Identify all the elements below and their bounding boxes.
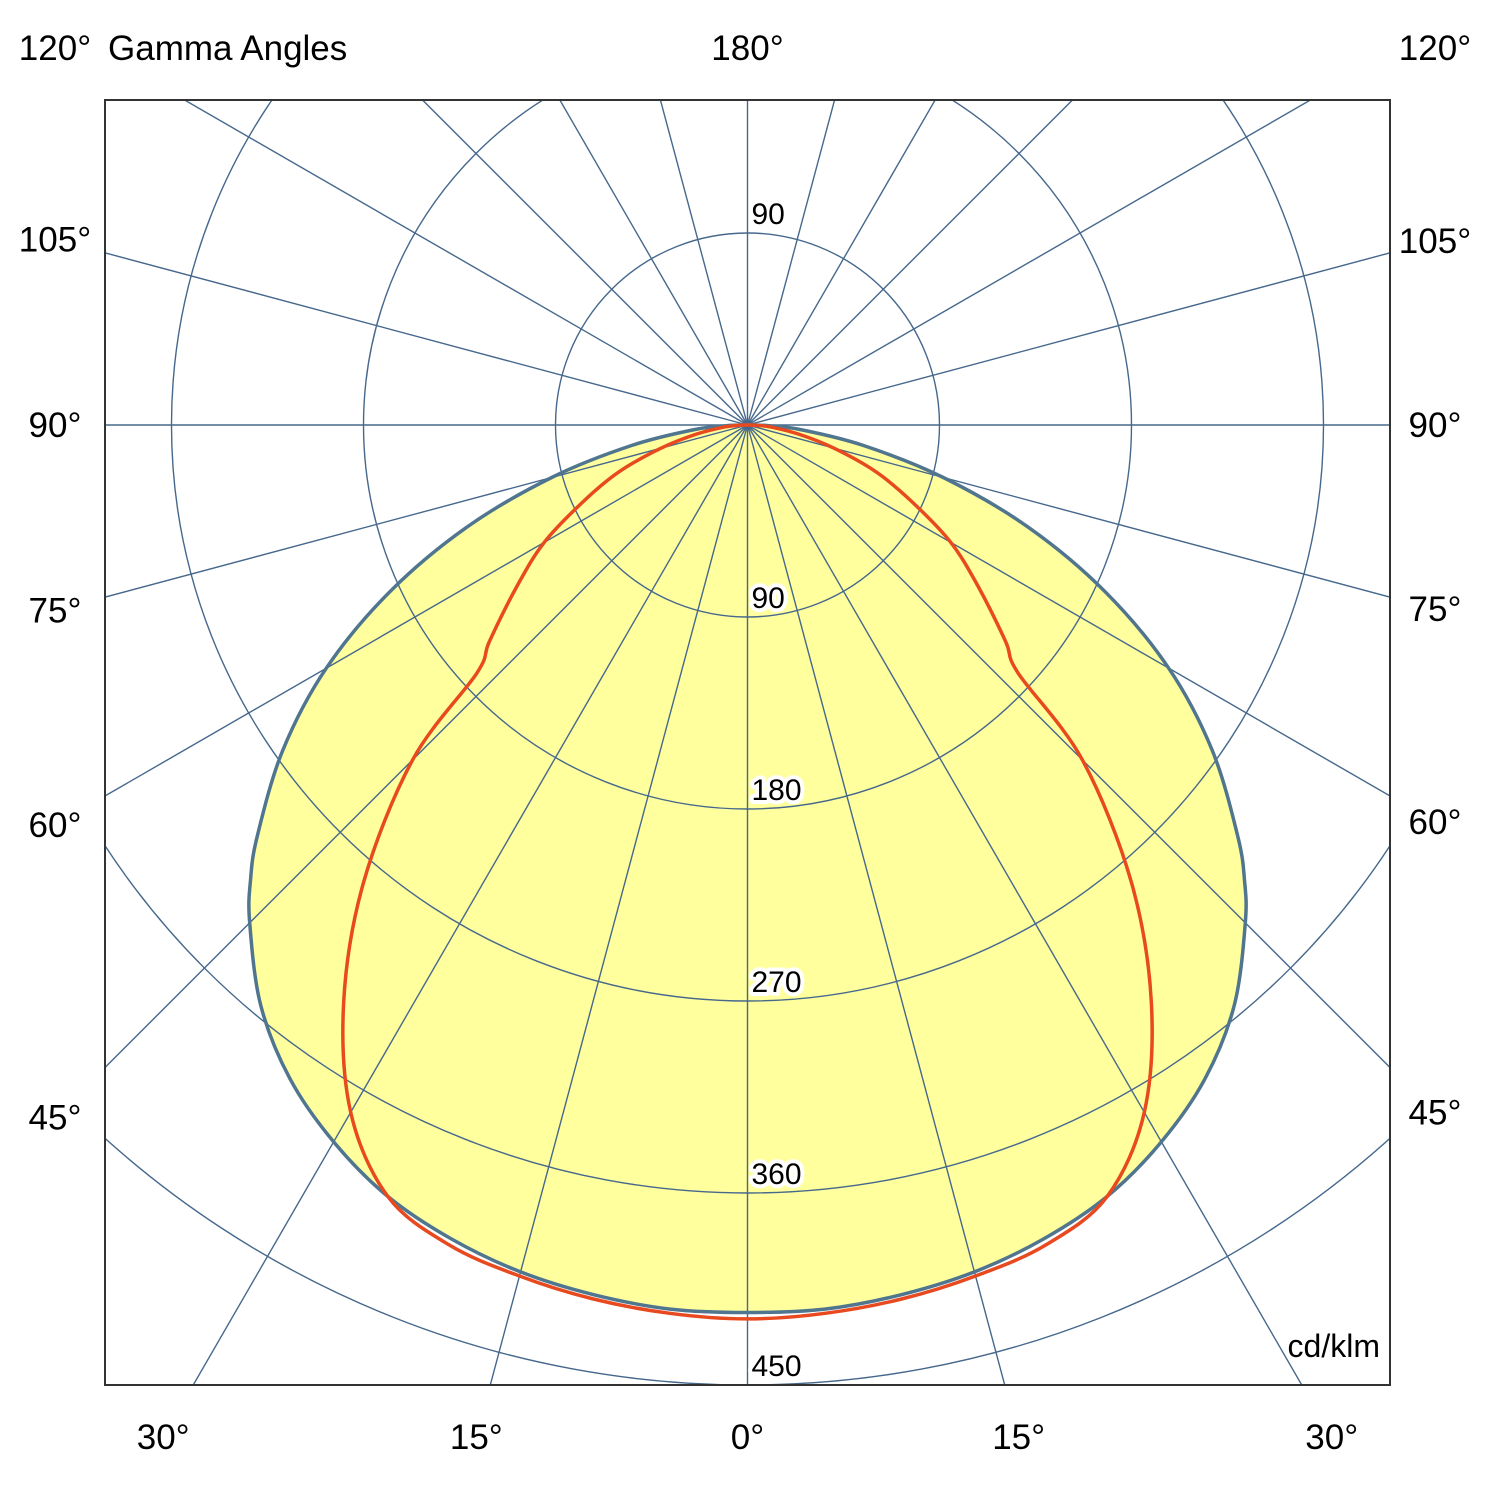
chart-title: Gamma Angles bbox=[108, 29, 348, 68]
angle-label-bottom: 15° bbox=[450, 1418, 503, 1457]
angle-label-left: 45° bbox=[29, 1099, 82, 1138]
angle-label-right: 105° bbox=[1399, 222, 1471, 261]
top-angle-label: 180° bbox=[711, 29, 784, 68]
grid-radial-line bbox=[746, 424, 1006, 1385]
grid-circle bbox=[105, 844, 1390, 1194]
grid-radial-line bbox=[105, 424, 748, 598]
angle-label-right: 120° bbox=[1399, 29, 1471, 68]
grid-radial-line bbox=[746, 100, 936, 426]
grid-radial-line bbox=[747, 100, 1074, 426]
grid-radial-line bbox=[659, 100, 749, 426]
grid-radial-line bbox=[747, 252, 1390, 426]
angle-label-right: 90° bbox=[1409, 406, 1462, 445]
angle-label-bottom: 30° bbox=[1305, 1418, 1358, 1457]
grid-radial-line bbox=[183, 100, 748, 426]
ring-label: 270 bbox=[752, 966, 802, 999]
grid-radial-line bbox=[747, 424, 1390, 598]
grid-radial-line bbox=[421, 100, 748, 426]
secondary-distribution-curve bbox=[341, 423, 1154, 1321]
unit-label: cd/klm bbox=[1287, 1328, 1380, 1364]
ring-label: 90 bbox=[752, 582, 785, 615]
grid-radial-line bbox=[747, 424, 1390, 1069]
grid-radial-line bbox=[105, 252, 748, 426]
angle-label-left: 75° bbox=[29, 592, 82, 631]
grid-circle bbox=[362, 100, 1133, 810]
grid-radial-line bbox=[747, 100, 1312, 426]
angle-label-left: 90° bbox=[29, 406, 82, 445]
ring-label: 450 bbox=[752, 1350, 802, 1383]
ring-label: 360 bbox=[752, 1158, 802, 1191]
grid-radial-line bbox=[105, 424, 748, 797]
ring-label: 180 bbox=[752, 774, 802, 807]
angle-label-right: 45° bbox=[1409, 1094, 1462, 1133]
grid-radial-line bbox=[559, 100, 749, 426]
angle-label-bottom: 15° bbox=[992, 1418, 1045, 1457]
grid-circle bbox=[170, 100, 1325, 1002]
angle-label-left: 105° bbox=[19, 220, 91, 259]
plot-frame bbox=[104, 99, 1391, 1386]
angle-label-right: 75° bbox=[1409, 590, 1462, 629]
grid-radial-line bbox=[746, 100, 836, 426]
ring-label: 90 bbox=[752, 198, 785, 231]
grid-radial-line bbox=[489, 424, 749, 1385]
grid-circle bbox=[554, 232, 941, 618]
angle-label-left: 120° bbox=[19, 29, 91, 68]
angle-label-bottom: 0° bbox=[731, 1418, 764, 1457]
angle-label-left: 60° bbox=[29, 806, 82, 845]
grid-radial-line bbox=[192, 424, 749, 1385]
grid-radial-line bbox=[746, 424, 1303, 1385]
filled-distribution-outline bbox=[247, 423, 1248, 1315]
grid-radial-line bbox=[747, 424, 1390, 797]
angle-label-right: 60° bbox=[1409, 803, 1462, 842]
angle-label-bottom: 30° bbox=[137, 1418, 190, 1457]
grid-radial-line bbox=[105, 424, 748, 1069]
